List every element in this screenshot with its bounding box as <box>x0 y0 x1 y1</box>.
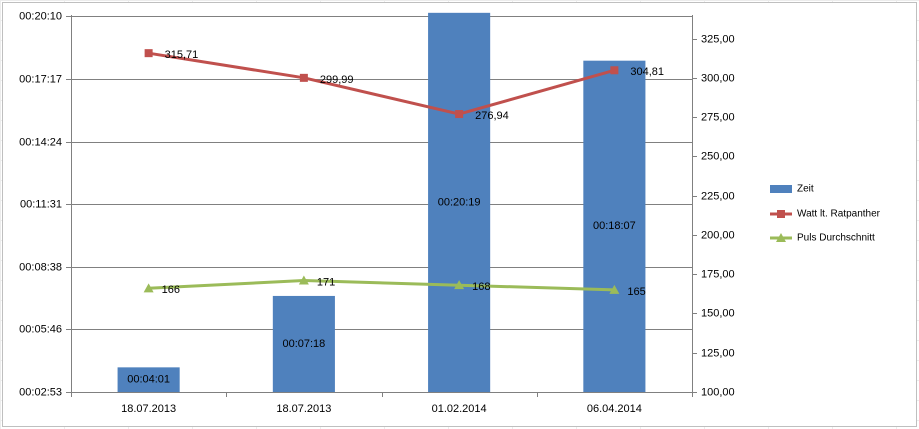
marker-square <box>455 110 464 119</box>
line-value-label: 299,99 <box>320 74 354 86</box>
legend-marker-square <box>777 210 785 218</box>
right-tick-label: 100,00 <box>701 386 735 398</box>
right-tick-label: 175,00 <box>701 268 735 280</box>
left-tick-label: 00:02:53 <box>19 386 62 398</box>
x-tick-label: 18.07.2013 <box>121 403 176 415</box>
right-tick-label: 200,00 <box>701 229 735 241</box>
left-tick-label: 00:14:24 <box>19 136 62 148</box>
left-tick-label: 00:11:31 <box>20 198 62 210</box>
left-tick-label: 00:17:17 <box>19 73 62 85</box>
bar-value-label: 00:18:07 <box>593 220 636 232</box>
legend: Zeit Watt lt. Ratpanther Puls Durchschnitt <box>770 184 881 244</box>
legend-label-puls: Puls Durchschnitt <box>797 233 875 244</box>
line-square-series <box>148 51 615 116</box>
marker-triangle <box>454 280 465 290</box>
legend-label-watt: Watt lt. Ratpanther <box>797 209 881 220</box>
data-labels: 00:04:01 00:07:18 00:20:19 00:18:07 315,71 29… <box>127 49 664 386</box>
bar-value-label: 00:07:18 <box>282 338 325 350</box>
right-tick-label: 300,00 <box>701 72 735 84</box>
line-value-label: 168 <box>472 281 490 293</box>
line-value-label: 315,71 <box>165 49 199 61</box>
line-value-label: 165 <box>627 286 645 298</box>
legend-marker-triangle <box>776 233 786 242</box>
line-value-label: 171 <box>317 276 335 288</box>
bar-zeit <box>428 12 491 392</box>
right-tick-label: 125,00 <box>701 347 735 359</box>
marker-square <box>144 49 153 58</box>
x-tick-label: 06.04.2014 <box>587 403 642 415</box>
bar-value-label: 00:04:01 <box>127 374 170 386</box>
legend-label-zeit: Zeit <box>797 184 814 195</box>
line-value-label: 304,81 <box>630 66 664 78</box>
right-tick-label: 275,00 <box>701 111 735 123</box>
bar-zeit <box>117 367 180 392</box>
axes: 00:02:53 00:05:46 00:08:38 00:11:31 00:14:24… <box>19 10 734 415</box>
right-tick-label: 225,00 <box>701 190 735 202</box>
right-tick-label: 150,00 <box>701 307 735 319</box>
legend-swatch-zeit <box>770 185 792 193</box>
line-triangle-series <box>148 279 615 292</box>
x-tick-label: 18.07.2013 <box>276 403 331 415</box>
line-value-label: 276,94 <box>475 110 509 122</box>
x-tick-label: 01.02.2014 <box>432 403 487 415</box>
marker-square <box>610 66 619 75</box>
bar-value-label: 00:20:19 <box>438 196 481 208</box>
bar-zeit <box>583 60 646 393</box>
marker-triangle <box>609 284 620 294</box>
left-tick-label: 00:20:10 <box>19 10 62 22</box>
left-tick-label: 00:08:38 <box>19 261 62 273</box>
marker-square <box>299 73 308 82</box>
line-series <box>143 49 620 294</box>
bar-series-zeit <box>117 12 646 393</box>
marker-triangle <box>143 283 154 293</box>
bar-zeit <box>272 295 335 392</box>
line-value-label: 166 <box>162 284 180 296</box>
right-tick-label: 325,00 <box>701 33 735 45</box>
marker-triangle <box>298 275 309 285</box>
right-tick-label: 250,00 <box>701 150 735 162</box>
left-tick-label: 00:05:46 <box>19 323 62 335</box>
